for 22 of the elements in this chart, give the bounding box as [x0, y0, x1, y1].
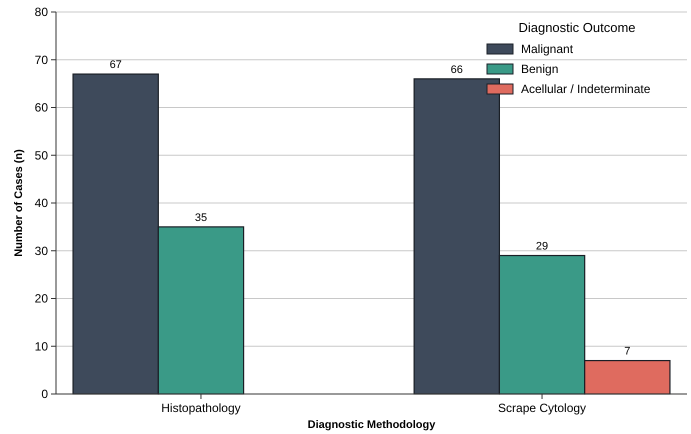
y-axis-title: Number of Cases (n) — [13, 148, 25, 257]
legend-label: Benign — [521, 62, 558, 76]
data-label: 29 — [536, 240, 548, 253]
y-tick-label: 70 — [34, 52, 48, 67]
y-tick-label: 40 — [34, 196, 48, 210]
y-tick-label: 10 — [34, 339, 48, 354]
y-tick-label: 30 — [34, 244, 48, 258]
legend-label: Acellular / Indeterminate — [521, 82, 651, 96]
x-tick-label: Histopathology — [161, 401, 241, 415]
y-tick-label: 20 — [34, 292, 48, 306]
data-label: 66 — [450, 64, 463, 76]
x-tick-label: Scrape Cytology — [498, 401, 586, 415]
y-tick-label: 60 — [34, 100, 48, 115]
legend-label: Malignant — [521, 42, 574, 56]
data-label: 7 — [624, 346, 630, 358]
x-axis-title: Diagnostic Methodology — [308, 419, 436, 431]
data-label: 35 — [194, 212, 208, 224]
legend-title: Diagnostic Outcome — [518, 20, 636, 35]
y-tick-label: 50 — [34, 148, 48, 162]
y-tick-label: 80 — [34, 5, 48, 20]
data-label: 67 — [110, 59, 122, 72]
y-tick-label: 0 — [41, 387, 48, 402]
